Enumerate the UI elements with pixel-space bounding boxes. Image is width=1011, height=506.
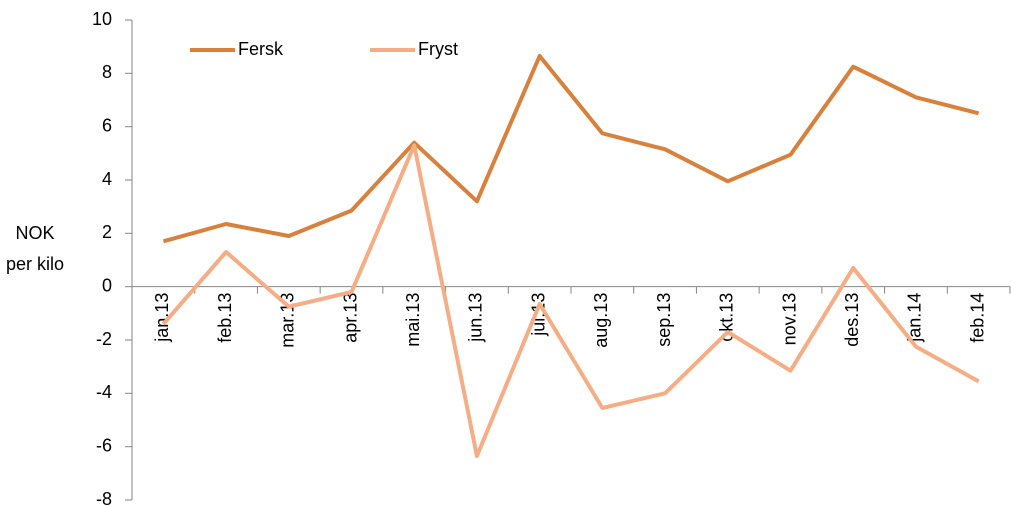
x-tick-label: aug.13	[591, 293, 611, 348]
x-tick-label: apr.13	[340, 293, 360, 343]
x-tick-label: mai.13	[403, 293, 423, 347]
y-tick-label: 6	[102, 115, 112, 135]
y-tick-label: -6	[96, 435, 112, 455]
x-tick-label: okt.13	[717, 293, 737, 342]
x-tick-label: sep.13	[654, 293, 674, 347]
y-tick-label: 0	[102, 275, 112, 295]
x-tick-label: jul.13	[528, 293, 548, 337]
legend-label: Fersk	[238, 39, 284, 59]
series-line	[162, 54, 980, 244]
x-tick-label: feb.13	[215, 293, 235, 343]
y-tick-label: -2	[96, 329, 112, 349]
x-tick-label: jan.14	[905, 293, 925, 343]
x-tick-label: feb.14	[967, 293, 987, 343]
y-tick-label: 2	[102, 222, 112, 242]
x-tick-label: des.13	[842, 293, 862, 347]
y-tick-label: 4	[102, 169, 112, 189]
x-tick-label: jun.13	[466, 293, 486, 343]
legend-label: Fryst	[418, 39, 458, 59]
y-axis-label: NOK per kilo	[5, 223, 65, 274]
x-tick-label: jan.13	[152, 293, 172, 343]
y-tick-label: 10	[92, 9, 112, 29]
x-tick-label: nov.13	[779, 293, 799, 346]
y-tick-label: -8	[96, 489, 112, 506]
y-tick-label: 8	[102, 62, 112, 82]
y-tick-label: -4	[96, 382, 112, 402]
series-line	[161, 143, 980, 458]
